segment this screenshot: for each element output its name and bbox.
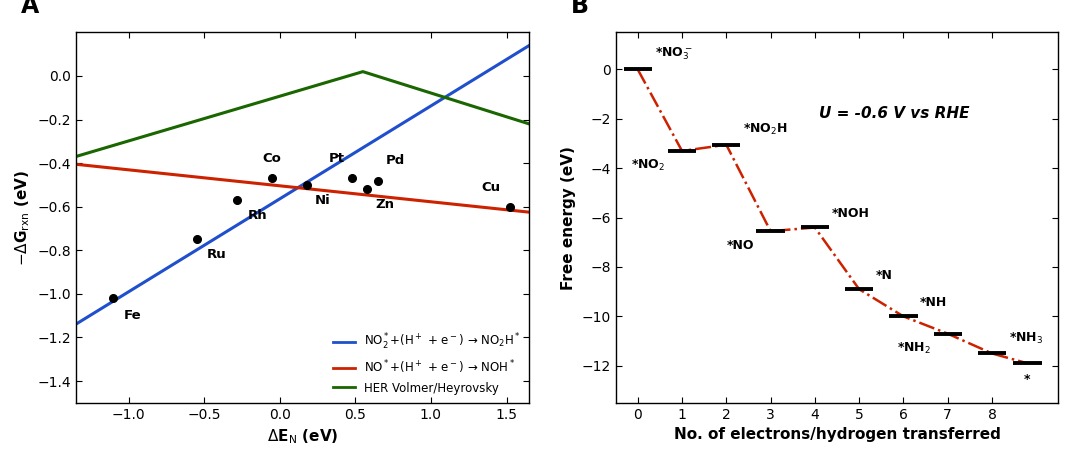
Text: *NO: *NO xyxy=(726,238,754,251)
Text: Rh: Rh xyxy=(248,209,268,222)
Y-axis label: $-\Delta$G$_\mathrm{rxn}$ (eV): $-\Delta$G$_\mathrm{rxn}$ (eV) xyxy=(13,169,31,266)
X-axis label: No. of electrons/hydrogen transferred: No. of electrons/hydrogen transferred xyxy=(674,427,1000,442)
Text: *N: *N xyxy=(876,269,893,282)
Text: *NH$_3$: *NH$_3$ xyxy=(1009,331,1043,346)
Text: Zn: Zn xyxy=(375,198,394,211)
Text: Pt: Pt xyxy=(328,152,345,165)
Text: *NO$_2$H: *NO$_2$H xyxy=(743,122,788,138)
Text: *: * xyxy=(1024,373,1030,386)
Y-axis label: Free energy (eV): Free energy (eV) xyxy=(561,146,576,289)
Text: Pd: Pd xyxy=(386,155,405,168)
Text: *NH: *NH xyxy=(920,296,947,309)
Text: Cu: Cu xyxy=(482,181,500,194)
Text: Ni: Ni xyxy=(314,194,330,206)
Text: U = -0.6 V vs RHE: U = -0.6 V vs RHE xyxy=(820,106,970,121)
Text: *NOH: *NOH xyxy=(832,207,869,220)
Text: Ru: Ru xyxy=(207,248,227,261)
Text: *NO$_2$: *NO$_2$ xyxy=(631,158,665,174)
Text: *NO$_3^-$: *NO$_3^-$ xyxy=(654,45,692,62)
Text: Co: Co xyxy=(262,152,282,165)
Text: B: B xyxy=(571,0,590,18)
X-axis label: $\Delta$E$_\mathrm{N}$ (eV): $\Delta$E$_\mathrm{N}$ (eV) xyxy=(267,427,338,446)
Text: *NH$_2$: *NH$_2$ xyxy=(897,341,931,356)
Text: Fe: Fe xyxy=(124,309,141,322)
Text: A: A xyxy=(22,0,39,18)
Legend: NO$_2^*$+(H$^+$ + e$^-$) → NO$_2$H$^*$, NO$^*$+(H$^+$ + e$^-$) → NOH$^*$, HER Vo: NO$_2^*$+(H$^+$ + e$^-$) → NO$_2$H$^*$, … xyxy=(330,330,524,397)
